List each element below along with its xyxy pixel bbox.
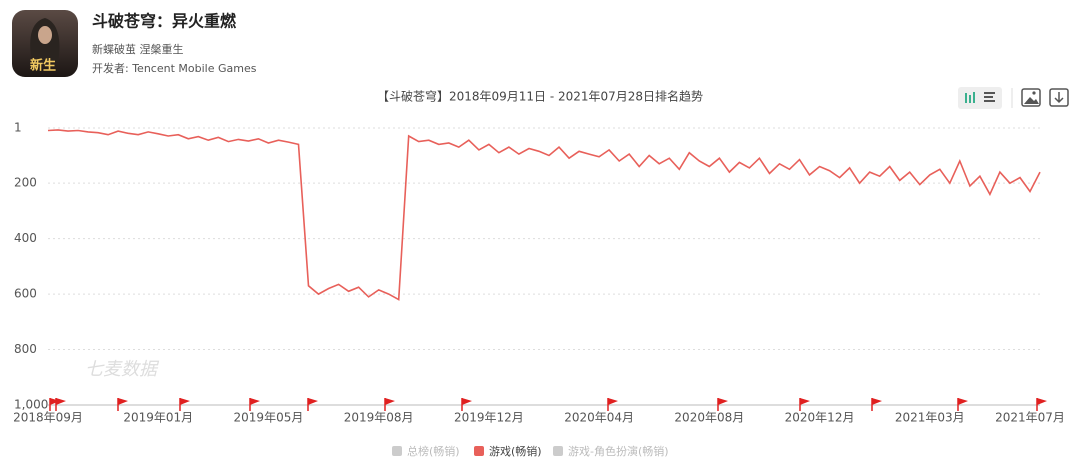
event-flag (180, 398, 190, 405)
app-slogan: 新蝶破茧 涅槃重生 (92, 42, 184, 56)
event-flag (118, 398, 128, 405)
legend-swatch (474, 446, 484, 456)
x-tick-label: 2021年03月 (895, 411, 965, 425)
y-tick-label: 600 (14, 287, 37, 301)
app-icon: 新生 (12, 10, 78, 77)
chart-toolbar (958, 87, 1069, 109)
event-flag (250, 398, 260, 405)
download-button[interactable] (1049, 88, 1069, 107)
legend-swatch (553, 446, 563, 456)
x-tick-label: 2020年04月 (564, 411, 634, 425)
event-flag (800, 398, 810, 405)
watermark: 七麦数据 (85, 359, 160, 380)
y-tick-label: 200 (14, 176, 37, 190)
y-tick-label: 1,000 (14, 398, 48, 412)
svg-text:新生: 新生 (30, 58, 56, 74)
event-flag (1037, 398, 1047, 405)
event-flag (385, 398, 395, 405)
y-tick-label: 800 (14, 342, 37, 356)
rank-line (47, 129, 1041, 301)
chart-title: 【斗破苍穹】2018年09月11日 - 2021年07月28日排名趋势 (377, 89, 703, 104)
app-developer: 开发者: Tencent Mobile Games (92, 61, 257, 75)
app-name: 斗破苍穹：异火重燃 (92, 12, 237, 31)
event-flag (50, 398, 60, 405)
x-tick-label: 2020年12月 (785, 411, 855, 425)
event-flag (462, 398, 472, 405)
event-flag (308, 398, 318, 405)
x-tick-label: 2019年08月 (344, 411, 414, 425)
x-tick-label: 2020年08月 (674, 411, 744, 425)
y-tick-label: 1 (14, 121, 22, 135)
legend-swatch (392, 446, 402, 456)
x-tick-label: 2021年07月 (995, 411, 1065, 425)
event-flag (608, 398, 618, 405)
view-toggle[interactable] (958, 87, 1002, 109)
x-tick-label: 2019年05月 (234, 411, 304, 425)
event-flag (56, 398, 66, 405)
legend-label: 游戏-角色扮演(畅销) (568, 444, 669, 458)
save-image-button[interactable] (1021, 88, 1041, 107)
x-tick-label: 2019年12月 (454, 411, 524, 425)
x-tick-label: 2018年09月 (13, 411, 83, 425)
event-flag (872, 398, 882, 405)
legend-label: 游戏(畅销) (489, 444, 542, 458)
event-flag (958, 398, 968, 405)
event-flag (718, 398, 728, 405)
x-tick-label: 2019年01月 (123, 411, 193, 425)
legend-label: 总榜(畅销) (407, 444, 460, 458)
y-tick-label: 400 (14, 231, 37, 245)
